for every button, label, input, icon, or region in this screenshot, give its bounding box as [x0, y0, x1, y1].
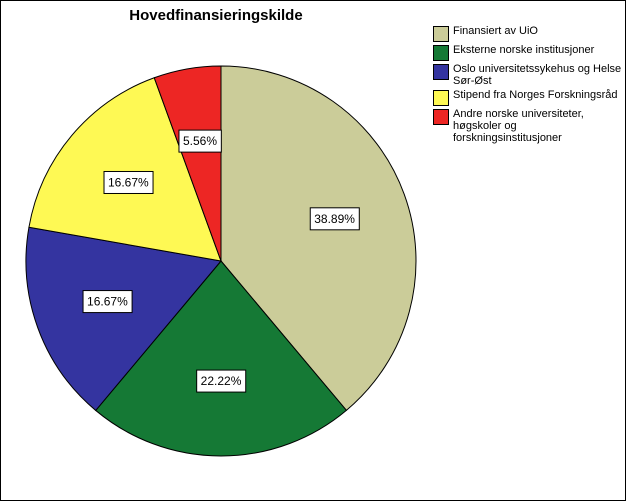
legend-label: Eksterne norske institusjoner: [453, 44, 594, 56]
legend-swatch: [433, 64, 449, 80]
legend-item: Oslo universitetssykehus og Helse Sør-Øs…: [433, 63, 623, 87]
slice-percent-label: 5.56%: [183, 134, 217, 148]
legend-swatch: [433, 45, 449, 61]
chart-title: Hovedfinansieringskilde: [1, 7, 431, 24]
legend-label: Stipend fra Norges Forskningsråd: [453, 89, 617, 101]
slice-percent-label: 16.67%: [87, 295, 128, 309]
legend-item: Finansiert av UiO: [433, 25, 623, 42]
chart-frame: Hovedfinansieringskilde 38.89% 22.22% 16.6…: [0, 0, 626, 501]
legend: Finansiert av UiO Eksterne norske institu…: [433, 25, 623, 146]
legend-label: Andre norske universiteter, høgskoler og…: [453, 108, 623, 144]
legend-swatch: [433, 26, 449, 42]
pie-chart: 38.89% 22.22% 16.67% 16.67% 5.56%: [21, 41, 421, 481]
slice-percent-label: 38.89%: [314, 212, 355, 226]
legend-label: Finansiert av UiO: [453, 25, 538, 37]
legend-item: Eksterne norske institusjoner: [433, 44, 623, 61]
legend-swatch: [433, 90, 449, 106]
legend-swatch: [433, 109, 449, 125]
slice-percent-label: 16.67%: [108, 175, 149, 189]
legend-item: Andre norske universiteter, høgskoler og…: [433, 108, 623, 144]
slice-percent-label: 22.22%: [201, 374, 242, 388]
legend-label: Oslo universitetssykehus og Helse Sør-Øs…: [453, 63, 623, 87]
legend-item: Stipend fra Norges Forskningsråd: [433, 89, 623, 106]
